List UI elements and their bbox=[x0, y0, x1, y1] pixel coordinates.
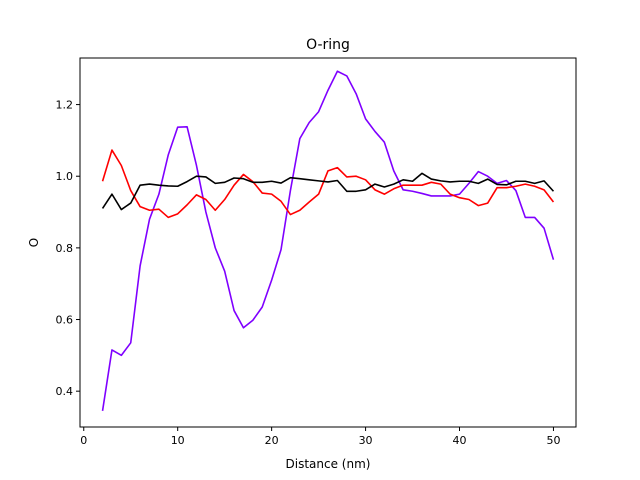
x-tick-label: 30 bbox=[359, 434, 373, 447]
x-tick-label: 0 bbox=[80, 434, 87, 447]
plot-lines bbox=[101, 70, 555, 412]
series-line-3 bbox=[101, 172, 555, 211]
series-line-1 bbox=[101, 70, 555, 412]
y-tick-label: 0.4 bbox=[56, 385, 74, 398]
y-tick-label: 1.0 bbox=[56, 170, 74, 183]
series-line-2 bbox=[101, 149, 555, 219]
x-tick-label: 50 bbox=[546, 434, 560, 447]
x-axis-ticks: 0 10 20 30 40 50 bbox=[80, 427, 560, 447]
x-tick-label: 20 bbox=[265, 434, 279, 447]
y-axis-label: O bbox=[27, 238, 41, 247]
y-tick-label: 1.2 bbox=[56, 99, 74, 112]
plot-frame bbox=[79, 57, 577, 428]
y-tick-label: 0.8 bbox=[56, 242, 74, 255]
x-tick-label: 40 bbox=[453, 434, 467, 447]
x-tick-label: 10 bbox=[171, 434, 185, 447]
chart-title: O-ring bbox=[306, 37, 350, 53]
y-tick-label: 0.6 bbox=[56, 314, 74, 327]
x-axis-label: Distance (nm) bbox=[286, 457, 371, 471]
y-axis-ticks: 0.4 0.6 0.8 1.0 1.2 bbox=[56, 99, 80, 398]
